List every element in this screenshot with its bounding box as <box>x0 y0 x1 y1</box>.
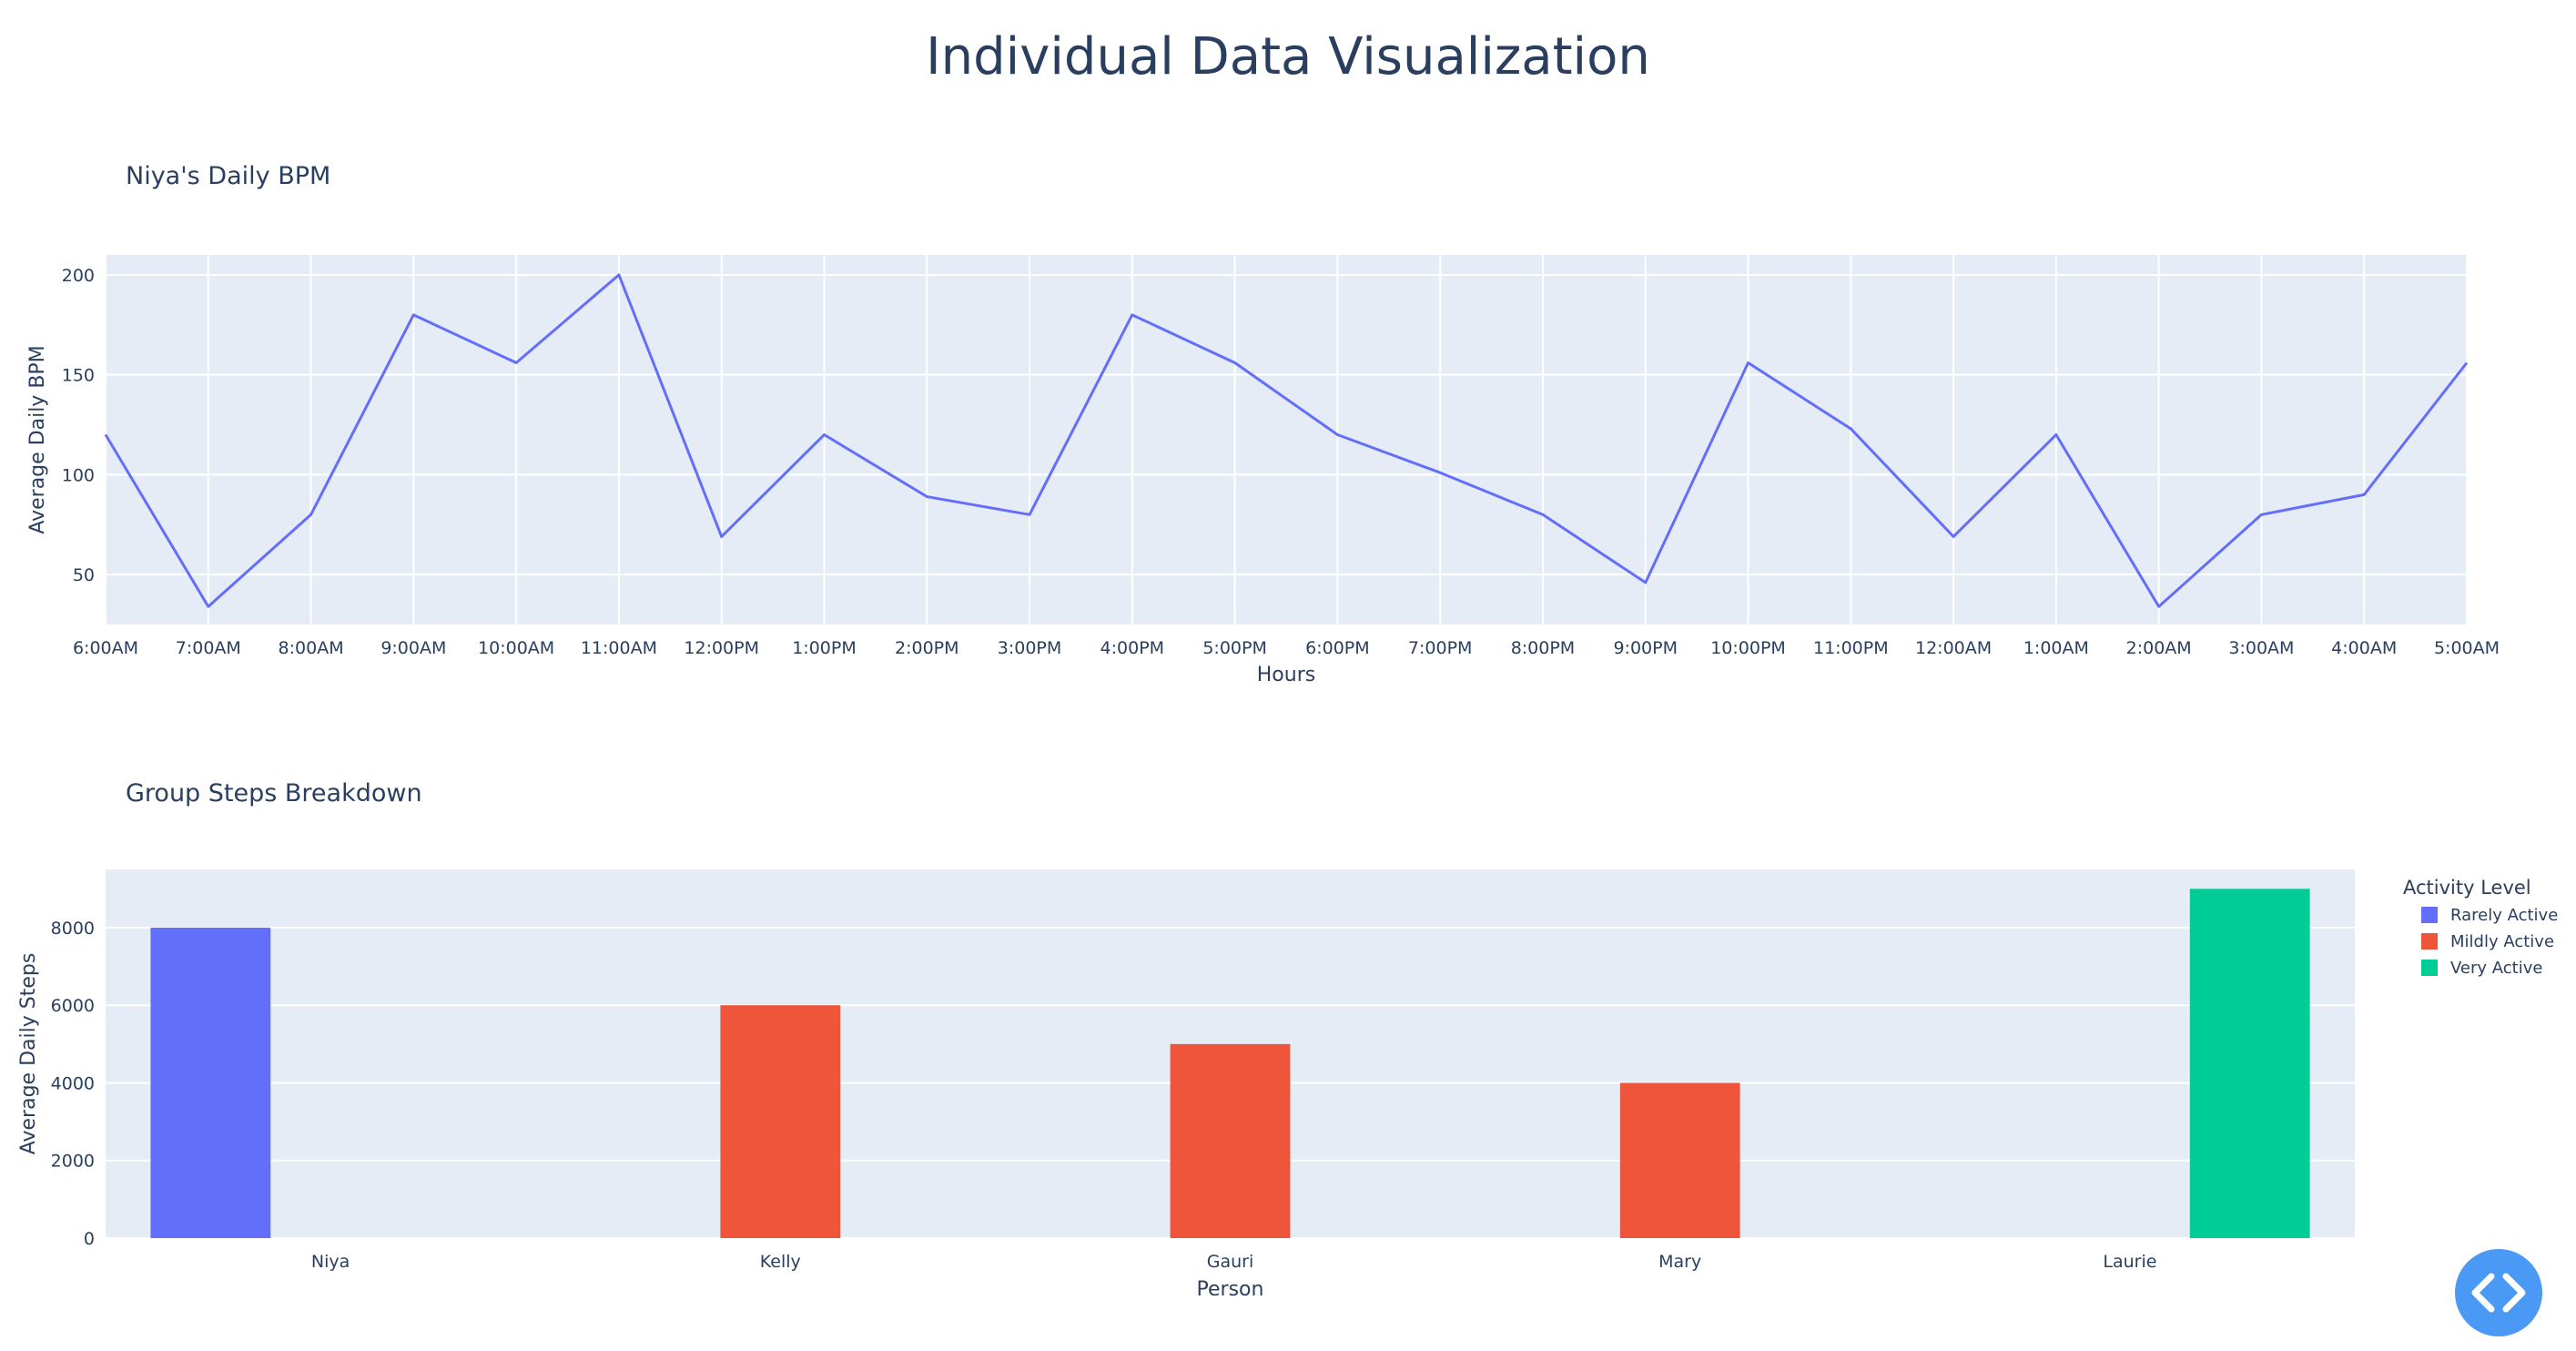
x-tick-label: 5:00AM <box>2434 638 2500 658</box>
x-tick-label: 1:00PM <box>792 638 857 658</box>
x-tick-label: Mary <box>1658 1252 1701 1272</box>
y-tick-label: 50 <box>73 565 95 585</box>
x-tick-label: 3:00AM <box>2228 638 2294 658</box>
x-tick-label: 11:00AM <box>581 638 657 658</box>
code-icon <box>2471 1273 2526 1313</box>
legend-item-label: Very Active <box>2450 959 2542 978</box>
bpm-data-point <box>2465 361 2469 365</box>
bpm-data-point <box>104 433 107 437</box>
bar-mary <box>1619 1082 1740 1238</box>
bpm-data-point <box>1335 433 1339 437</box>
x-axis-title: Hours <box>1257 664 1315 686</box>
y-tick-label: 2000 <box>51 1152 95 1172</box>
x-tick-label: 6:00AM <box>73 638 138 658</box>
legend-item-label: Mildly Active <box>2450 932 2554 951</box>
x-tick-label: 10:00PM <box>1710 638 1786 658</box>
x-tick-label: Laurie <box>2103 1252 2156 1272</box>
x-tick-label: Kelly <box>760 1252 801 1272</box>
legend-item-label: Rarely Active <box>2450 906 2558 925</box>
bpm-data-point <box>617 273 621 277</box>
x-tick-label: 1:00AM <box>2023 638 2089 658</box>
bpm-data-point <box>822 433 826 437</box>
x-tick-label: 7:00PM <box>1408 638 1473 658</box>
y-tick-label: 150 <box>62 366 95 386</box>
y-tick-label: 4000 <box>51 1073 95 1093</box>
bpm-data-point <box>1233 361 1237 365</box>
y-axis-title: Average Daily BPM <box>26 345 49 533</box>
x-tick-label: 3:00PM <box>998 638 1062 658</box>
bar-kelly <box>720 1005 841 1238</box>
bpm-data-point <box>411 313 415 317</box>
x-tick-label: 8:00AM <box>279 638 344 658</box>
bpm-data-point <box>925 495 928 499</box>
bpm-data-point <box>720 534 724 538</box>
x-tick-label: Gauri <box>1207 1252 1254 1272</box>
bpm-data-point <box>2157 604 2161 608</box>
legend-swatch <box>2421 933 2438 950</box>
x-tick-label: 7:00AM <box>176 638 241 658</box>
bpm-data-point <box>2362 493 2366 496</box>
bpm-data-point <box>1644 581 1648 584</box>
x-tick-label: 4:00PM <box>1100 638 1165 658</box>
bpm-data-point <box>1541 513 1545 516</box>
x-tick-label: 12:00AM <box>1915 638 1992 658</box>
x-axis-title: Person <box>1197 1278 1264 1301</box>
x-tick-label: 4:00AM <box>2331 638 2397 658</box>
page-title: Individual Data Visualization <box>926 27 1650 86</box>
x-tick-label: 5:00PM <box>1202 638 1267 658</box>
line-plot-area <box>106 255 2467 625</box>
code-toggle-button[interactable] <box>2455 1249 2542 1336</box>
x-tick-label: 2:00PM <box>895 638 959 658</box>
bpm-data-point <box>1131 313 1134 317</box>
x-tick-label: 9:00PM <box>1613 638 1678 658</box>
y-tick-label: 100 <box>62 465 95 485</box>
bar-chart: 0 2000 4000 6000 8000 Niya Kelly Gauri Mary Lauri… <box>17 869 2558 1301</box>
bpm-data-point <box>2259 513 2263 516</box>
y-tick-label: 6000 <box>51 996 95 1016</box>
x-tick-label: 8:00PM <box>1511 638 1576 658</box>
legend-swatch <box>2421 960 2438 976</box>
bpm-data-point <box>1849 427 1852 431</box>
line-chart: 6:00AM 7:00AM 8:00AM 9:00AM 10:00AM 11:00AM 12… <box>26 255 2500 686</box>
y-axis-title: Average Daily Steps <box>17 953 40 1155</box>
bpm-data-point <box>1438 471 1442 474</box>
legend-title: Activity Level <box>2403 877 2531 899</box>
y-tick-label: 0 <box>84 1229 95 1249</box>
x-tick-label: 6:00PM <box>1305 638 1370 658</box>
x-tick-label: 2:00AM <box>2126 638 2192 658</box>
legend-swatch <box>2421 907 2438 923</box>
bpm-data-point <box>1747 361 1750 365</box>
line-chart-title: Niya's Daily BPM <box>126 162 331 190</box>
bar-chart-title: Group Steps Breakdown <box>126 779 422 808</box>
x-tick-label: Niya <box>311 1252 350 1272</box>
bar-niya <box>150 927 271 1238</box>
bpm-data-point <box>309 513 313 516</box>
bpm-data-point <box>207 604 210 608</box>
y-tick-label: 8000 <box>51 919 95 939</box>
y-tick-label: 200 <box>62 266 95 286</box>
bpm-data-point <box>1028 513 1031 516</box>
bpm-data-point <box>2054 433 2058 437</box>
x-tick-label: 11:00PM <box>1813 638 1889 658</box>
bpm-data-point <box>1952 534 1955 538</box>
bpm-series-line <box>104 273 2469 608</box>
bar-gauri <box>1170 1043 1291 1238</box>
x-tick-label: 10:00AM <box>478 638 554 658</box>
x-tick-label: 12:00PM <box>684 638 759 658</box>
bar-laurie <box>2189 889 2310 1238</box>
bpm-data-point <box>514 361 518 365</box>
x-tick-label: 9:00AM <box>380 638 446 658</box>
